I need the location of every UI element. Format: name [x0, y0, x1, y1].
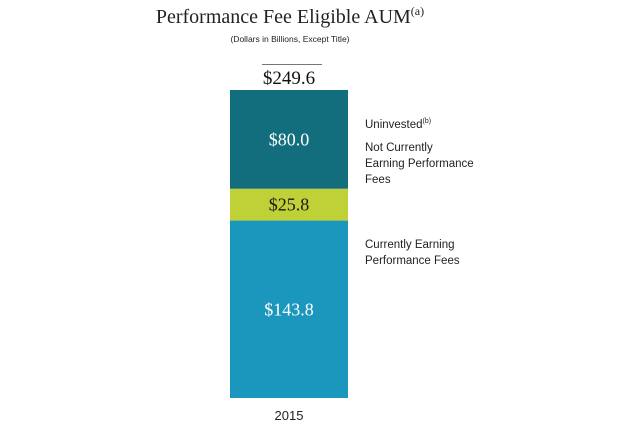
bar-segment-uninvested [230, 90, 348, 189]
legend-label-currently-earning: Currently Earning Performance Fees [365, 239, 460, 267]
x-tick-label-2015: 2015 [274, 408, 304, 423]
chart-title-text: Performance Fee Eligible AUM [155, 6, 411, 28]
legend-label-uninvested-text: Uninvested [365, 119, 423, 131]
bar-segment-currently-earning [230, 220, 348, 398]
data-label-uninvested: $80.0 [269, 129, 310, 149]
legend-label-not-currently-earning: Not Currently Earning Performance Fees [365, 142, 474, 186]
chart-title: Performance Fee Eligible AUM(a) [0, 4, 580, 29]
total-rule [262, 64, 322, 65]
chart-subtitle: (Dollars in Billions, Except Title) [230, 34, 350, 44]
data-label-not-currently-earning: $25.8 [269, 195, 310, 215]
total-label: $249.6 [262, 68, 316, 89]
chart-title-footnote: (a) [410, 4, 425, 18]
legend-label-uninvested-footnote: (b) [422, 118, 432, 125]
data-label-currently-earning: $143.8 [264, 299, 314, 319]
bar-segment-not-currently-earning [230, 188, 348, 221]
legend-label-uninvested: Uninvested(b) [365, 114, 431, 133]
